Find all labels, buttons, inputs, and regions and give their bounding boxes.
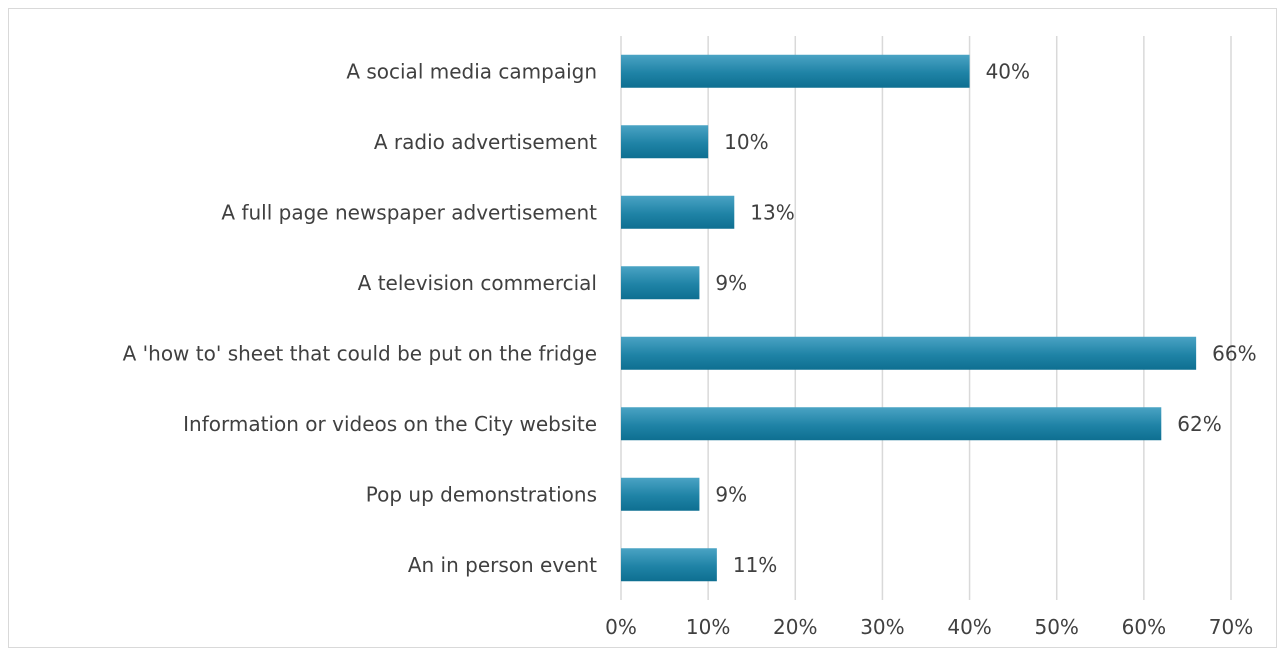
category-label: Pop up demonstrations (366, 482, 597, 506)
category-label: A full page newspaper advertisement (221, 200, 597, 224)
x-tick-label: 30% (860, 615, 904, 639)
bar (621, 336, 1197, 370)
bar (621, 548, 717, 582)
data-label: 66% (1212, 341, 1256, 365)
bars (621, 54, 1197, 582)
bar (621, 407, 1162, 441)
bar (621, 195, 735, 229)
bar (621, 477, 700, 511)
data-label: 9% (715, 482, 747, 506)
x-tick-label: 20% (773, 615, 817, 639)
x-tick-label: 10% (686, 615, 730, 639)
category-label: A television commercial (358, 271, 597, 295)
category-label: Information or videos on the City websit… (183, 412, 597, 436)
x-tick-label: 60% (1122, 615, 1166, 639)
x-tick-label: 0% (605, 615, 637, 639)
x-tick-label: 40% (947, 615, 991, 639)
bar (621, 266, 700, 300)
data-label: 11% (733, 553, 777, 577)
category-label: A 'how to' sheet that could be put on th… (123, 341, 597, 365)
labels: 0% 10% 20% 30% 40% 50% 60% 70% A social media ca… (123, 59, 1257, 639)
data-label: 10% (724, 130, 768, 154)
bar (621, 54, 970, 88)
x-tick-label: 50% (1034, 615, 1078, 639)
gridlines (620, 36, 1232, 600)
category-label: A radio advertisement (374, 130, 597, 154)
data-label: 13% (750, 200, 794, 224)
data-label: 40% (986, 59, 1030, 83)
category-label: A social media campaign (346, 59, 597, 83)
data-label: 62% (1177, 412, 1221, 436)
data-label: 9% (715, 271, 747, 295)
x-tick-label: 70% (1209, 615, 1253, 639)
bar (621, 125, 709, 159)
category-label: An in person event (408, 553, 597, 577)
